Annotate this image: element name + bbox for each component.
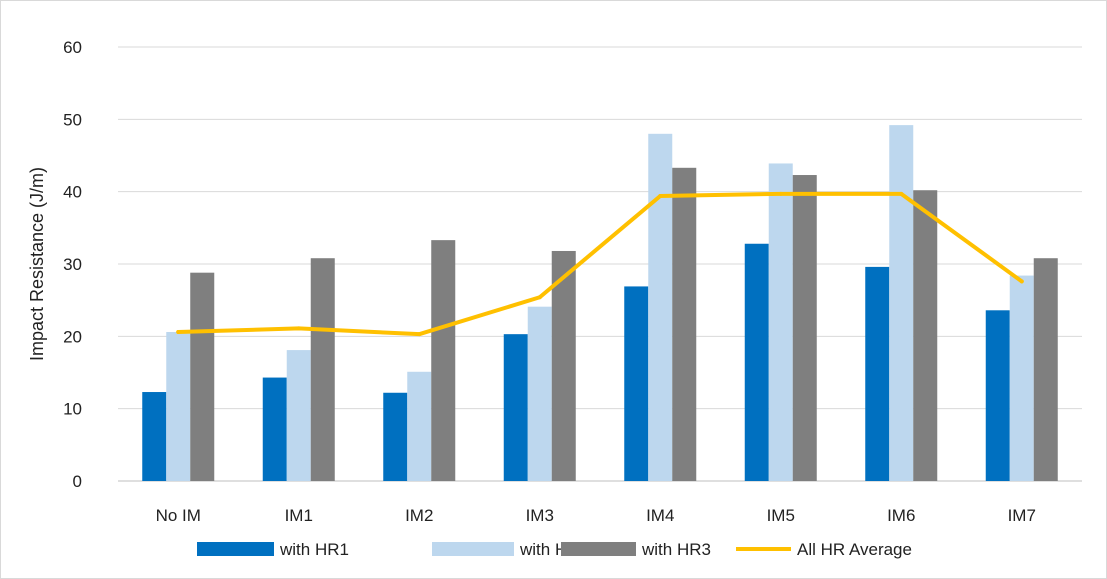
bar-with-hr2-im4 [648, 133, 673, 482]
legend-swatch-with-hr2 [432, 542, 514, 556]
line-point-no-im [176, 329, 181, 334]
bar-with-hr1-im6 [865, 266, 890, 481]
bar-with-hr3-no-im [190, 272, 215, 481]
line-all-hr-average [176, 191, 1024, 337]
bar-with-hr3-im4 [672, 167, 697, 481]
legend-label-all-hr-average: All HR Average [797, 540, 912, 559]
bar-with-hr3-im5 [792, 175, 817, 481]
bar-with-hr3-im3 [551, 250, 576, 481]
bar-with-hr3-im1 [310, 258, 335, 481]
legend-swatch-with-hr3 [561, 542, 636, 556]
line-point-im4 [658, 194, 663, 199]
bar-with-hr1-im5 [744, 243, 769, 481]
bar-with-hr2-im2 [407, 371, 432, 481]
bar-with-hr3-im6 [913, 190, 938, 481]
legend-label-with-hr1: with HR1 [279, 540, 349, 559]
x-tick-label-im2: IM2 [405, 506, 433, 525]
line-point-im2 [417, 332, 422, 337]
bar-with-hr3-im7 [1033, 258, 1058, 481]
x-tick-label-im4: IM4 [646, 506, 674, 525]
bar-with-hr2-no-im [166, 331, 191, 481]
bar-with-hr1-no-im [142, 392, 167, 481]
y-axis-title: Impact Resistance (J/m) [27, 167, 47, 361]
bar-with-hr1-im1 [262, 377, 287, 481]
x-tick-label-im7: IM7 [1008, 506, 1036, 525]
bar-with-hr2-im5 [768, 163, 793, 481]
y-tick-label-0: 0 [73, 472, 82, 491]
line-point-im6 [899, 191, 904, 196]
bar-with-hr1-im4 [624, 286, 649, 481]
line-point-im5 [778, 191, 783, 196]
legend-swatch-with-hr1 [197, 542, 274, 556]
bar-with-hr3-im2 [431, 240, 456, 481]
y-tick-label-20: 20 [63, 327, 82, 346]
y-tick-label-30: 30 [63, 255, 82, 274]
bar-with-hr1-im7 [985, 310, 1010, 481]
bar-with-hr2-im3 [527, 306, 552, 481]
x-tick-label-im1: IM1 [285, 506, 313, 525]
line-point-im3 [537, 295, 542, 300]
bar-with-hr2-im6 [889, 125, 914, 482]
y-tick-label-50: 50 [63, 110, 82, 129]
x-tick-label-im6: IM6 [887, 506, 915, 525]
line-point-im7 [1019, 279, 1024, 284]
x-tick-label-im3: IM3 [526, 506, 554, 525]
bar-with-hr1-im3 [503, 334, 528, 481]
y-tick-label-40: 40 [63, 183, 82, 202]
bar-with-hr2-im7 [1009, 275, 1034, 481]
bar-with-hr1-im2 [383, 392, 408, 481]
x-tick-label-no-im: No IM [156, 506, 201, 525]
bar-with-hr2-im1 [286, 350, 311, 481]
y-tick-label-60: 60 [63, 38, 82, 57]
y-tick-label-10: 10 [63, 400, 82, 419]
line-point-im1 [296, 326, 301, 331]
x-tick-label-im5: IM5 [767, 506, 795, 525]
legend-label-with-hr3: with HR3 [641, 540, 711, 559]
